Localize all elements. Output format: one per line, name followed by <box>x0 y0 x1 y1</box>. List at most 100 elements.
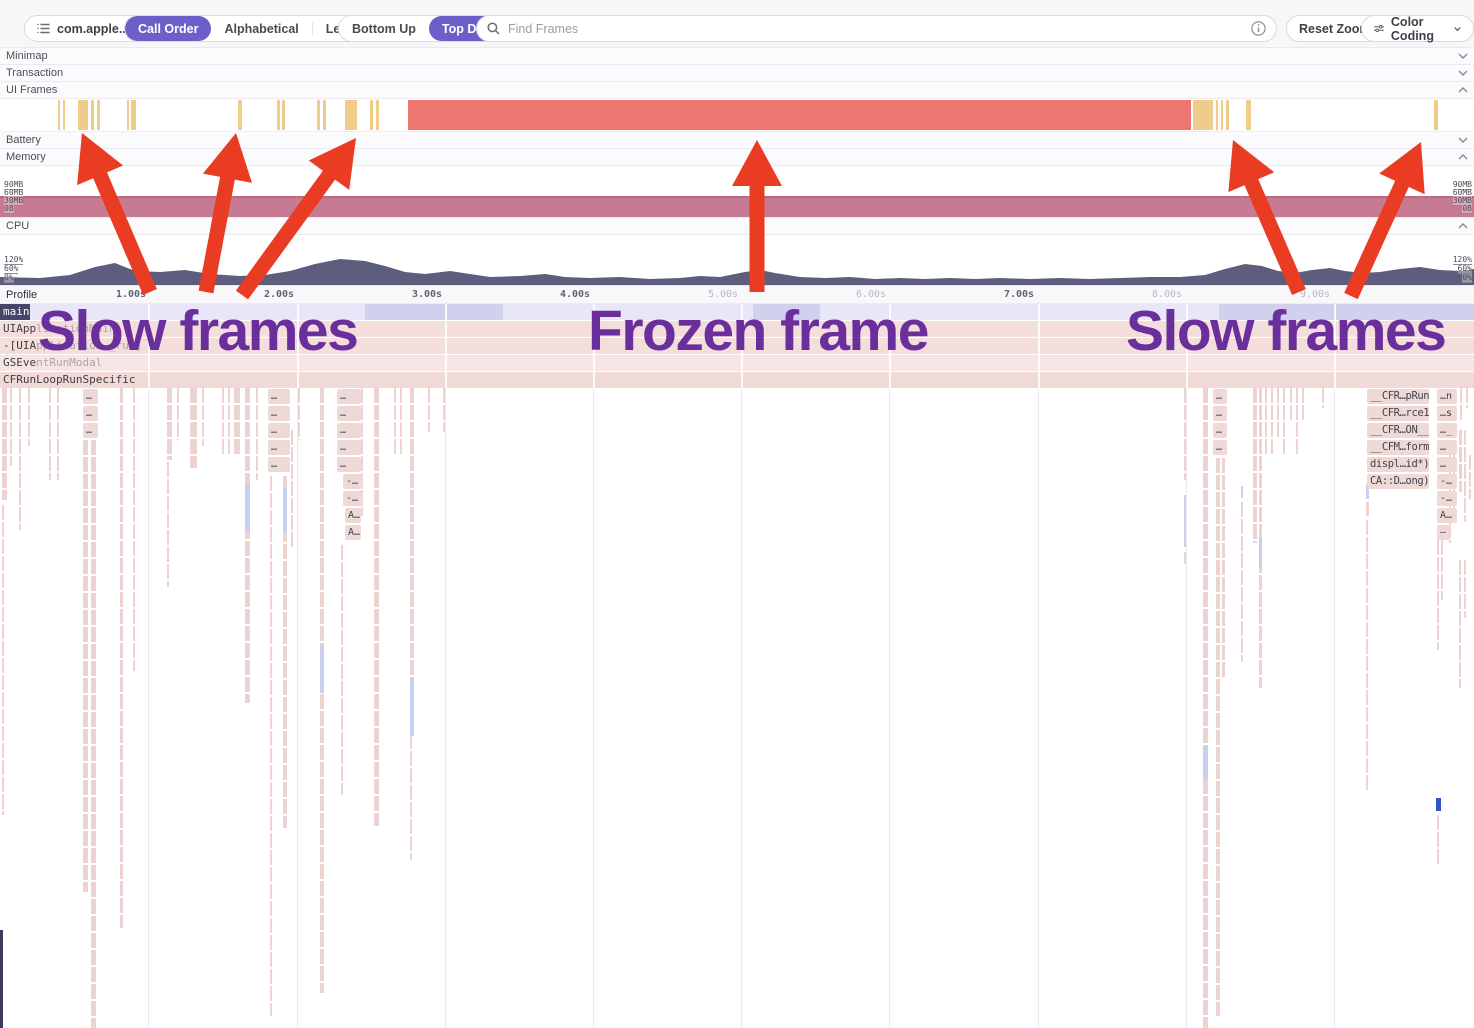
flame-column[interactable] <box>283 476 287 828</box>
flame-column[interactable] <box>28 388 30 446</box>
frame-box[interactable]: … <box>337 440 361 455</box>
color-coding-dropdown[interactable]: Color Coding <box>1361 15 1474 43</box>
search-input[interactable] <box>506 20 1245 37</box>
frame-box[interactable]: …_ <box>1437 423 1457 438</box>
flame-column[interactable] <box>2 505 4 815</box>
frame-box[interactable]: … <box>268 423 290 438</box>
flame-segment-lavender[interactable] <box>245 483 250 531</box>
chevron-up-icon[interactable] <box>1458 223 1468 229</box>
flame-column[interactable] <box>361 388 363 516</box>
frame-box[interactable]: -… <box>343 474 363 489</box>
flame-column[interactable] <box>1366 520 1368 790</box>
slow-frame-bar[interactable] <box>78 100 88 130</box>
slow-frame-bar[interactable] <box>323 100 326 130</box>
flame-row-segment[interactable] <box>1219 304 1474 320</box>
slow-frame-bar[interactable] <box>127 100 129 130</box>
flame-segment-lavender[interactable] <box>410 678 414 736</box>
frame-box[interactable]: …s <box>1437 406 1457 421</box>
frame-box[interactable]: … <box>1213 406 1227 421</box>
chevron-down-icon[interactable] <box>1458 70 1468 76</box>
track-row-cpu[interactable]: CPU <box>0 218 1474 235</box>
info-icon[interactable] <box>1251 21 1266 36</box>
flame-column[interactable] <box>1366 502 1369 516</box>
memory-chart[interactable]: 90MB 90MB 60MB 60MB 30MB 30MB 0B 0B <box>0 166 1474 218</box>
flame-column[interactable] <box>177 388 179 440</box>
flame-column[interactable] <box>1322 388 1324 408</box>
flame-column[interactable] <box>256 388 258 480</box>
frame-box[interactable]: __CFM…form <box>1367 440 1429 455</box>
find-frames-search[interactable] <box>476 15 1277 42</box>
flame-segment-lavender[interactable] <box>1366 484 1369 499</box>
frame-box[interactable]: … <box>337 389 361 404</box>
flame-column[interactable] <box>1283 388 1285 454</box>
slow-frame-bar[interactable] <box>63 100 65 130</box>
frame-box[interactable]: … <box>83 423 98 438</box>
flame-column[interactable] <box>49 388 51 480</box>
slow-frame-bar[interactable] <box>1226 100 1229 130</box>
flame-column[interactable] <box>2 388 7 500</box>
flame-column[interactable] <box>202 388 204 446</box>
selected-frame-highlight[interactable] <box>1435 797 1442 812</box>
frame-box[interactable]: … <box>337 406 361 421</box>
slow-frame-bar[interactable] <box>376 100 379 130</box>
frame-box[interactable]: … <box>1213 389 1227 404</box>
frame-box[interactable]: __CFR…ON__ <box>1367 423 1429 438</box>
flame-column[interactable] <box>298 388 300 440</box>
flame-row[interactable]: UIApplicationMain <box>0 321 1474 337</box>
chevron-up-icon[interactable] <box>1458 87 1468 93</box>
flame-column[interactable] <box>1459 560 1461 688</box>
frame-box[interactable]: … <box>1437 457 1457 472</box>
slow-frame-bar[interactable] <box>1221 100 1223 130</box>
flame-column[interactable] <box>167 388 172 460</box>
flame-column[interactable] <box>394 388 396 454</box>
flame-column[interactable] <box>410 700 412 860</box>
track-row-battery[interactable]: Battery <box>0 132 1474 149</box>
frame-box[interactable]: … <box>268 440 290 455</box>
slow-frame-bar[interactable] <box>97 100 100 130</box>
flame-column[interactable] <box>291 430 293 548</box>
frame-box[interactable]: … <box>83 389 98 404</box>
flame-column[interactable] <box>1464 560 1466 618</box>
flame-column[interactable] <box>1253 388 1257 543</box>
slow-frame-bar[interactable] <box>1193 100 1213 130</box>
slow-frame-bar[interactable] <box>1246 100 1251 130</box>
frame-box[interactable]: __CFR…pRun <box>1367 389 1429 404</box>
slow-frame-bar[interactable] <box>1216 100 1218 130</box>
flame-column[interactable] <box>1216 458 1220 1016</box>
flame-column[interactable] <box>19 388 21 530</box>
flame-column[interactable] <box>1437 540 1439 650</box>
frame-box[interactable]: -… <box>343 491 363 506</box>
flame-row-segment[interactable] <box>365 304 503 320</box>
flame-column[interactable] <box>1241 502 1243 662</box>
flame-column[interactable] <box>270 476 272 1016</box>
flame-column[interactable] <box>228 388 230 456</box>
ui-frames-track[interactable] <box>0 99 1474 132</box>
flame-column[interactable] <box>1464 430 1466 522</box>
frozen-frame-bar[interactable] <box>408 100 1191 130</box>
slow-frame-bar[interactable] <box>282 100 285 130</box>
frame-box[interactable]: -… <box>1437 474 1457 489</box>
flame-column[interactable] <box>1441 540 1443 600</box>
flame-column[interactable] <box>1437 815 1439 865</box>
flame-column[interactable] <box>91 440 96 1028</box>
flame-column[interactable] <box>57 388 59 480</box>
flame-column[interactable] <box>1296 388 1298 454</box>
frame-box[interactable]: … <box>268 406 290 421</box>
slow-frame-bar[interactable] <box>238 100 242 130</box>
flame-column[interactable] <box>245 388 250 703</box>
flame-column[interactable] <box>120 388 123 928</box>
slow-frame-bar[interactable] <box>370 100 373 130</box>
direction-option-bottom-up[interactable]: Bottom Up <box>339 16 429 41</box>
frame-box[interactable]: … <box>1213 423 1227 438</box>
flame-column[interactable] <box>400 388 402 454</box>
flame-column[interactable] <box>190 388 197 468</box>
frame-box[interactable]: displ…id*) <box>1367 457 1429 472</box>
sort-option-alphabetical[interactable]: Alphabetical <box>211 16 312 41</box>
flame-column[interactable] <box>1184 388 1186 480</box>
track-row-minimap[interactable]: Minimap <box>0 48 1474 65</box>
frame-box[interactable]: … <box>268 389 290 404</box>
flame-column[interactable] <box>1184 552 1186 564</box>
flame-column[interactable] <box>133 388 135 671</box>
flame-column[interactable] <box>234 388 240 456</box>
flame-column[interactable] <box>341 545 343 795</box>
